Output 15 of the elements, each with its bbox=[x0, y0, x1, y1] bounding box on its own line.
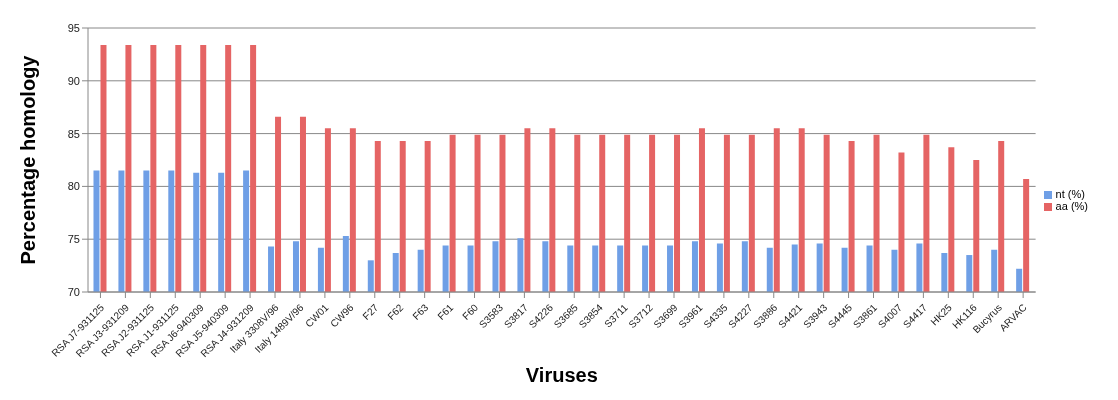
y-axis-title: Percentage homology bbox=[17, 54, 40, 265]
x-tick-label: F60 bbox=[460, 301, 481, 322]
y-tick-label: 95 bbox=[67, 21, 80, 34]
x-tick-label: F61 bbox=[435, 301, 456, 322]
legend-label: aa (%) bbox=[1055, 200, 1088, 212]
y-tick-label: 80 bbox=[67, 180, 80, 193]
x-tick-label: F27 bbox=[360, 301, 381, 322]
y-tick-label: 85 bbox=[67, 127, 80, 140]
x-axis-title: Viruses bbox=[525, 364, 598, 386]
x-tick-label: F63 bbox=[410, 301, 431, 322]
legend-label: nt (%) bbox=[1055, 188, 1085, 200]
y-tick-label: 75 bbox=[67, 233, 80, 246]
y-tick-label: 70 bbox=[67, 285, 80, 298]
x-tick-label: F62 bbox=[385, 301, 406, 322]
y-tick-label: 90 bbox=[67, 74, 80, 87]
